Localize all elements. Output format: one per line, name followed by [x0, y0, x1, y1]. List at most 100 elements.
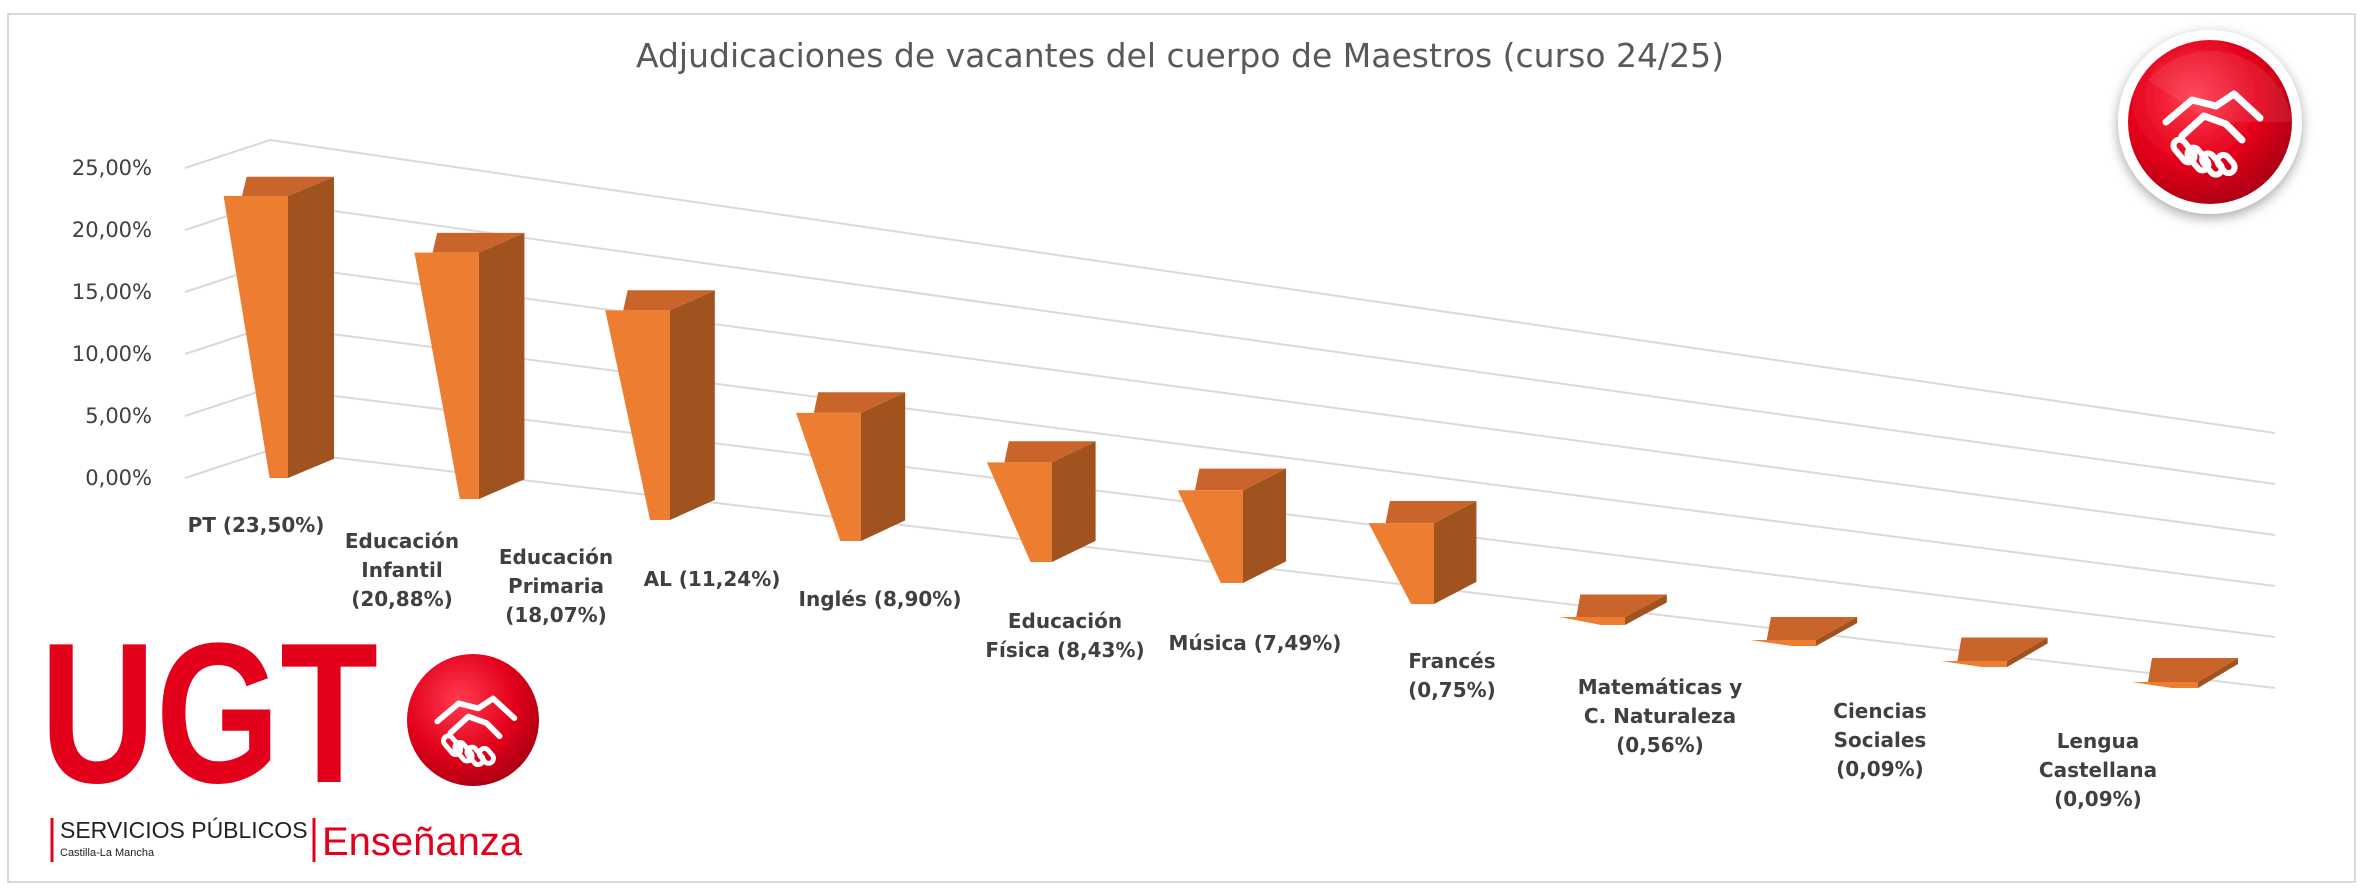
- bar-top: [242, 176, 334, 196]
- category-label: Educación Física (8,43%): [985, 609, 1144, 662]
- y-tick-label: 5,00%: [85, 404, 152, 428]
- chart-border: [7, 13, 2356, 883]
- category-label-line: Educación: [345, 529, 459, 553]
- category-label-line: Castellana: [2039, 758, 2157, 782]
- category-label: Lengua Castellana (0,09%): [2039, 729, 2157, 811]
- gridline: [184, 449, 271, 479]
- bar: [1177, 468, 1286, 583]
- gridline: [269, 139, 2276, 434]
- bar: [986, 441, 1096, 562]
- category-label: Matemáticas y C. Naturaleza (0,56%): [1578, 675, 1743, 757]
- bar-top: [623, 290, 715, 311]
- bar-front: [223, 196, 288, 478]
- bar-top: [432, 232, 525, 253]
- bar-side: [1052, 441, 1096, 562]
- bar-front: [414, 252, 479, 499]
- category-label: PT (23,50%): [188, 513, 325, 537]
- category-label-line: AL (11,24%): [644, 567, 781, 591]
- bar-top: [2148, 658, 2238, 682]
- gridline: [269, 263, 2276, 536]
- bar-side: [861, 392, 906, 541]
- category-label-line: Educación: [1008, 609, 1122, 633]
- y-tick-label: 20,00%: [72, 218, 152, 242]
- category-labels: PT (23,50%)Educación Infantil (20,88%)Educ…: [188, 513, 2158, 811]
- category-label-line: Inglés (8,90%): [799, 587, 962, 611]
- bars: [223, 176, 2238, 688]
- category-label-line: Física (8,43%): [985, 638, 1144, 662]
- category-label-line: PT (23,50%): [188, 513, 325, 537]
- category-label: Inglés (8,90%): [799, 587, 962, 611]
- bar-side: [670, 290, 715, 520]
- bar-front: [1177, 490, 1243, 583]
- category-label-line: C. Naturaleza: [1584, 704, 1736, 728]
- y-tick-label: 10,00%: [72, 342, 152, 366]
- bar-top: [1195, 468, 1286, 491]
- category-label: AL (11,24%): [644, 567, 781, 591]
- category-label-line: Ciencias: [1833, 699, 1926, 723]
- category-label-line: Lengua: [2057, 729, 2140, 753]
- gridlines: [184, 139, 2276, 689]
- bar-side: [1434, 501, 1477, 604]
- bar: [223, 176, 334, 479]
- gridline: [269, 449, 2276, 689]
- bar-top: [1385, 501, 1477, 524]
- bar-top: [1004, 441, 1096, 463]
- category-label-line: Sociales: [1834, 728, 1927, 752]
- bar-front: [2132, 682, 2198, 688]
- bar-top: [813, 392, 906, 413]
- bar-side: [2007, 637, 2048, 667]
- bar-side: [1625, 594, 1667, 625]
- bar: [1559, 594, 1667, 625]
- bar-front: [1750, 640, 1816, 646]
- sector-label: Enseñanza: [322, 820, 523, 864]
- bar-side: [479, 232, 525, 499]
- bar-top: [1957, 637, 2048, 661]
- category-label-line: (0,56%): [1616, 733, 1704, 757]
- category-label-line: Infantil: [361, 558, 442, 582]
- category-label: Francés (0,75%): [1408, 649, 1496, 702]
- region-label: Castilla-La Mancha: [60, 847, 155, 859]
- bar-front: [986, 462, 1052, 562]
- bar: [605, 290, 715, 520]
- bar-top: [1576, 594, 1667, 618]
- y-tick-label: 25,00%: [72, 156, 152, 180]
- services-label: SERVICIOS PÚBLICOS: [60, 817, 308, 843]
- gridline: [269, 201, 2276, 485]
- bar: [2132, 658, 2238, 688]
- bar-front: [796, 412, 861, 541]
- category-label-line: Educación: [499, 545, 613, 569]
- category-label-line: (20,88%): [351, 587, 453, 611]
- gridline: [269, 325, 2276, 587]
- category-label-line: (18,07%): [505, 603, 607, 627]
- bar-side: [2198, 658, 2238, 688]
- category-label-line: (0,75%): [1408, 678, 1496, 702]
- y-tick-label: 15,00%: [72, 280, 152, 304]
- bar: [1941, 637, 2048, 667]
- bar-front: [1368, 523, 1434, 604]
- bar-side: [288, 176, 334, 479]
- y-axis-ticks: 0,00% 5,00% 10,00% 15,00% 20,00% 25,00%: [72, 156, 152, 490]
- bar-side: [1816, 616, 1858, 646]
- bar-front: [1559, 617, 1625, 625]
- category-label: Música (7,49%): [1169, 631, 1342, 655]
- bar: [1368, 501, 1477, 604]
- gridline: [184, 139, 271, 169]
- category-label: Educación Infantil (20,88%): [345, 529, 459, 611]
- category-label: Ciencias Sociales (0,09%): [1833, 699, 1926, 781]
- category-label-line: (0,09%): [1836, 757, 1924, 781]
- category-label-line: (0,09%): [2054, 787, 2142, 811]
- ugt-logo: UGT SERVICIOS PÚBLICOS Castilla-La Manch…: [40, 602, 539, 864]
- category-label-line: Primaria: [508, 574, 604, 598]
- ugt-logo-letters: UGT: [40, 602, 378, 825]
- bar-front: [1941, 661, 2007, 667]
- category-label-line: Música (7,49%): [1169, 631, 1342, 655]
- bar: [796, 392, 906, 541]
- category-label-line: Francés: [1408, 649, 1495, 673]
- bar-side: [1243, 468, 1286, 583]
- bar-front: [605, 310, 670, 520]
- corner-badge: [2118, 30, 2302, 214]
- bar: [414, 232, 525, 499]
- y-tick-label: 0,00%: [85, 466, 152, 490]
